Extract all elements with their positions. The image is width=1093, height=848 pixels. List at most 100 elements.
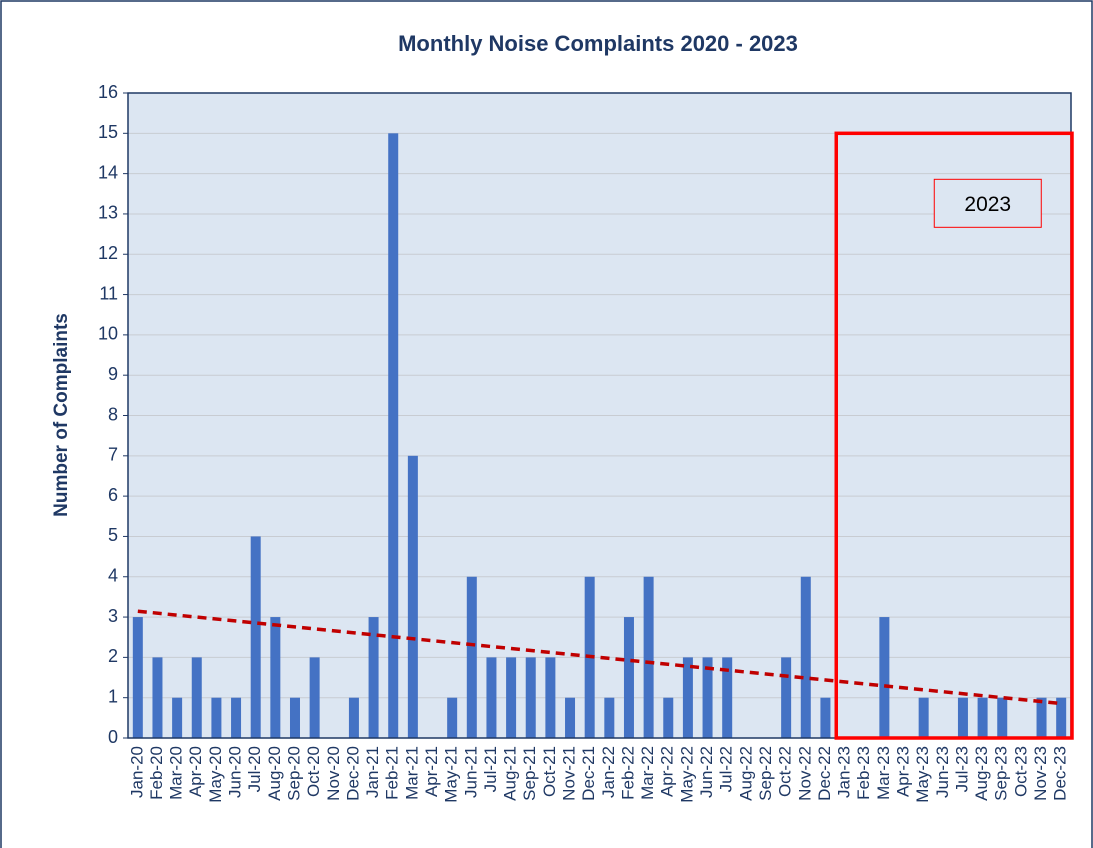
bar	[211, 697, 222, 738]
x-tick-label: Dec-21	[579, 746, 598, 801]
bar	[152, 657, 163, 738]
x-tick-label: Jul-22	[717, 746, 736, 792]
y-tick-label: 12	[98, 243, 118, 263]
x-tick-label: May-21	[442, 746, 461, 803]
bar	[250, 536, 261, 738]
y-tick-label: 4	[108, 566, 118, 586]
bar	[781, 657, 792, 738]
annotation-box	[933, 178, 1042, 228]
x-tick-label: Jan-20	[127, 746, 146, 798]
y-tick-label: 3	[108, 606, 118, 626]
y-tick-label: 14	[98, 162, 118, 182]
x-tick-label: Jun-20	[226, 746, 245, 798]
x-tick-label: Aug-20	[265, 746, 284, 801]
x-tick-label: Mar-22	[638, 746, 657, 800]
x-tick-label: Nov-22	[795, 746, 814, 801]
bar	[643, 576, 654, 738]
x-tick-label: Apr-21	[422, 746, 441, 797]
bar	[447, 697, 458, 738]
bar	[977, 697, 988, 738]
x-tick-label: Jul-20	[245, 746, 264, 792]
x-tick-label: Aug-22	[736, 746, 755, 801]
x-tick-label: Aug-21	[501, 746, 520, 801]
x-tick-label: Nov-21	[560, 746, 579, 801]
x-tick-label: May-22	[677, 746, 696, 803]
bar	[231, 697, 242, 738]
x-tick-label: Jun-21	[461, 746, 480, 798]
y-tick-label: 11	[99, 283, 118, 303]
y-tick-label: 9	[108, 364, 118, 384]
x-tick-label: Feb-23	[854, 746, 873, 800]
x-tick-label: Oct-20	[304, 746, 323, 797]
bar	[368, 617, 379, 738]
bar	[918, 697, 929, 738]
x-tick-label: Feb-20	[147, 746, 166, 800]
bar	[1036, 697, 1047, 738]
y-tick-label: 8	[108, 404, 118, 424]
y-tick-label: 5	[108, 525, 118, 545]
x-tick-label: Mar-21	[402, 746, 421, 800]
x-tick-label: Apr-20	[186, 746, 205, 797]
y-tick-label: 6	[108, 485, 118, 505]
x-tick-label: Sep-21	[520, 746, 539, 801]
x-tick-label: Dec-22	[815, 746, 834, 801]
bar	[722, 657, 733, 738]
x-tick-label: May-20	[206, 746, 225, 803]
y-tick-label: 0	[108, 727, 118, 747]
x-tick-label: Jun-22	[697, 746, 716, 798]
bar	[604, 697, 615, 738]
x-tick-label: Sep-20	[284, 746, 303, 801]
x-tick-label: Dec-20	[343, 746, 362, 801]
bar	[1056, 697, 1067, 738]
bar	[466, 576, 477, 738]
x-tick-label: Mar-23	[874, 746, 893, 800]
bar	[820, 697, 831, 738]
highlight-box	[834, 131, 1074, 740]
y-tick-label: 10	[98, 324, 118, 344]
bar	[486, 657, 497, 738]
bar	[270, 617, 281, 738]
y-tick-label: 7	[108, 445, 118, 465]
bar	[565, 697, 576, 738]
x-tick-label: Feb-21	[383, 746, 402, 800]
x-tick-label: Sep-22	[756, 746, 775, 801]
bar	[191, 657, 202, 738]
x-tick-label: Oct-22	[776, 746, 795, 797]
x-tick-label: Apr-23	[893, 746, 912, 797]
bar	[997, 697, 1008, 738]
annotation: 2023	[964, 193, 1011, 216]
bar	[702, 657, 713, 738]
x-tick-label: Nov-23	[1031, 746, 1050, 801]
x-tick-label: Mar-20	[167, 746, 186, 800]
y-tick-label: 1	[108, 686, 118, 706]
bar	[682, 657, 693, 738]
bar	[506, 657, 517, 738]
chart-title: Monthly Noise Complaints 2020 - 2023	[398, 31, 798, 56]
bar	[132, 617, 143, 738]
bar	[879, 617, 890, 738]
x-tick-label: Jun-23	[933, 746, 952, 798]
bar	[348, 697, 359, 738]
x-tick-label: Jul-23	[952, 746, 971, 792]
bar	[623, 617, 634, 738]
x-tick-label: Apr-22	[658, 746, 677, 797]
y-tick-label: 15	[98, 122, 118, 142]
bar	[388, 133, 399, 738]
x-tick-label: Jan-23	[835, 746, 854, 798]
trendline	[137, 609, 1062, 706]
bar	[289, 697, 300, 738]
bar	[957, 697, 968, 738]
bar	[172, 697, 183, 738]
x-tick-label: Aug-23	[972, 746, 991, 801]
y-axis-label: Number of Complaints	[51, 313, 72, 517]
y-tick-label: 2	[108, 646, 118, 666]
x-tick-label: Nov-20	[324, 746, 343, 801]
x-tick-label: Feb-22	[618, 746, 637, 800]
bar	[545, 657, 556, 738]
x-tick-label: Dec-23	[1051, 746, 1070, 801]
y-tick-label: 13	[98, 203, 118, 223]
x-tick-label: Jul-21	[481, 746, 500, 792]
x-tick-label: Jan-21	[363, 746, 382, 798]
y-tick-label: 16	[98, 82, 118, 102]
